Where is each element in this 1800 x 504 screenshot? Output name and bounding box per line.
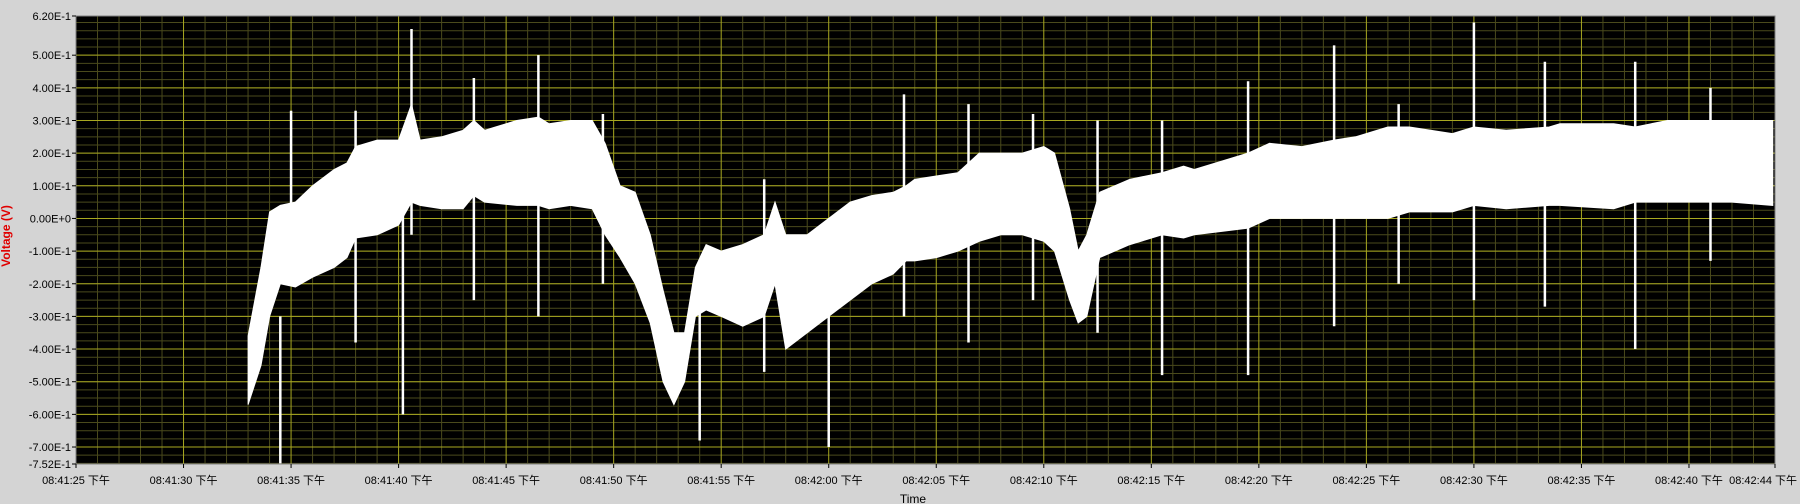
x-axis-title: Time [900, 492, 927, 504]
x-tick-label: 08:42:00 下午 [795, 474, 863, 487]
x-tick-label: 08:41:25 下午 [42, 474, 110, 487]
y-tick-label: 1.00E-1 [32, 181, 71, 193]
x-tick-label: 08:42:15 下午 [1117, 474, 1185, 487]
y-axis-title: Voltage (V) [0, 205, 13, 267]
y-tick-label: -1.00E-1 [29, 246, 71, 258]
x-tick-label: 08:41:55 下午 [687, 474, 755, 487]
signal-envelope [247, 102, 1774, 406]
x-tick-label: 08:42:25 下午 [1332, 474, 1400, 487]
y-tick-label: 4.00E-1 [32, 83, 71, 95]
y-tick-label: -3.00E-1 [29, 311, 71, 323]
voltage-series [247, 22, 1774, 464]
y-tick-label: -7.00E-1 [29, 442, 71, 454]
x-tick-label: 08:42:35 下午 [1548, 474, 1616, 487]
y-tick-label: 3.00E-1 [32, 115, 71, 127]
x-tick-label: 08:42:10 下午 [1010, 474, 1078, 487]
y-tick-label: 5.00E-1 [32, 50, 71, 62]
x-tick-label: 08:42:44 下午 [1729, 474, 1797, 487]
x-tick-label: 08:41:40 下午 [365, 474, 433, 487]
y-tick-label: -6.00E-1 [29, 409, 71, 421]
x-tick-label: 08:41:50 下午 [580, 474, 648, 487]
y-tick-label: -7.52E-1 [29, 459, 71, 471]
y-axis-ticks: 6.20E-1 5.00E-1 4.00E-1 3.00E-1 2.00E-1 1.00E… [29, 11, 76, 471]
x-tick-label: 08:42:05 下午 [902, 474, 970, 487]
y-tick-label: 2.00E-1 [32, 148, 71, 160]
y-tick-label: 0.00E+0 [30, 213, 71, 225]
x-tick-label: 08:41:45 下午 [472, 474, 540, 487]
x-tick-label: 08:42:30 下午 [1440, 474, 1508, 487]
y-tick-label: -4.00E-1 [29, 344, 71, 356]
x-axis-ticks: 08:41:25 下午 08:41:30 下午 08:41:35 下午 08:41:4… [42, 464, 1797, 487]
x-tick-label: 08:41:35 下午 [257, 474, 325, 487]
x-tick-label: 08:41:30 下午 [150, 474, 218, 487]
y-tick-label: -2.00E-1 [29, 279, 71, 291]
y-tick-label: 6.20E-1 [32, 11, 71, 23]
x-tick-label: 08:42:40 下午 [1655, 474, 1723, 487]
y-tick-label: -5.00E-1 [29, 377, 71, 389]
x-tick-label: 08:42:20 下午 [1225, 474, 1293, 487]
plot-border [75, 15, 1776, 465]
